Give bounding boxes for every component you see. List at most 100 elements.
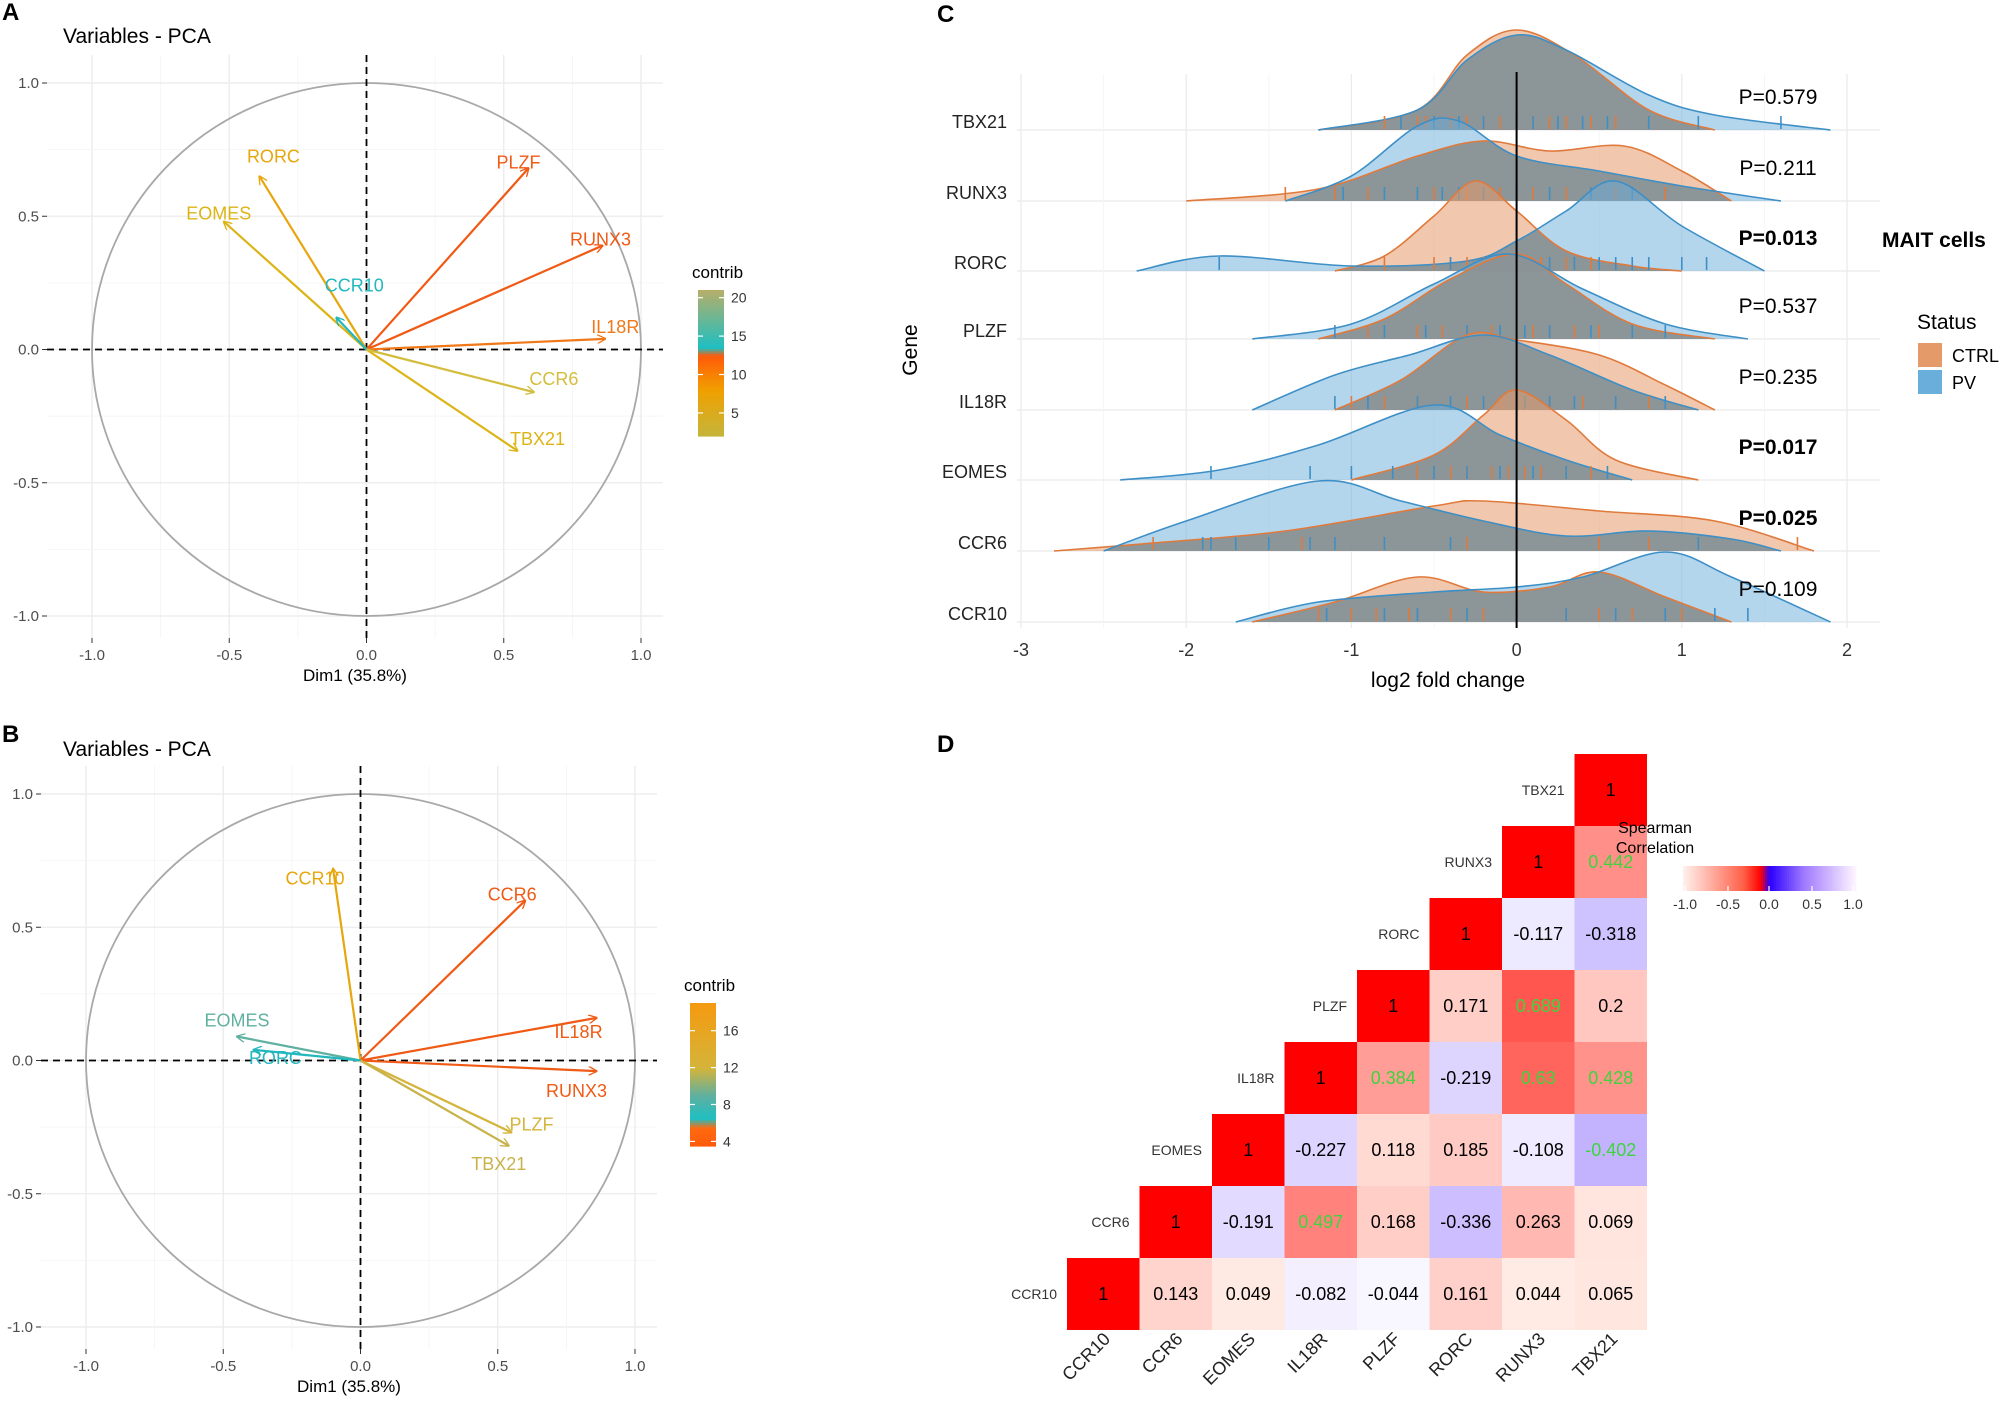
colorbar-tick-label: 20 bbox=[731, 290, 747, 306]
heatmap-col-label-il18r: IL18R bbox=[1283, 1329, 1331, 1377]
gene-label-ccr6: CCR6 bbox=[958, 533, 1007, 553]
colorbar-segment bbox=[1769, 866, 1773, 891]
colorbar-segment bbox=[698, 345, 724, 349]
heatmap-cell bbox=[1574, 754, 1647, 826]
loading-label-plzf: PLZF bbox=[509, 1114, 553, 1134]
gene-label-plzf: PLZF bbox=[963, 321, 1007, 341]
colorbar-segment bbox=[690, 1095, 716, 1099]
colorbar-segment bbox=[698, 365, 724, 369]
colorbar-segment bbox=[690, 1126, 716, 1130]
loading-label-eomes: EOMES bbox=[186, 204, 251, 224]
colorbar-segment bbox=[698, 401, 724, 405]
heatmap-cell-label: 0.689 bbox=[1516, 996, 1561, 1016]
heatmap-cell bbox=[1429, 970, 1502, 1042]
colorbar-segment bbox=[1782, 866, 1786, 891]
colorbar-segment bbox=[1693, 866, 1697, 891]
colorbar-segment bbox=[1724, 866, 1727, 891]
gene-label-rorc: RORC bbox=[954, 253, 1007, 273]
loading-label-eomes: EOMES bbox=[204, 1011, 269, 1031]
colorbar-segment bbox=[698, 302, 724, 306]
heatmap-row-label-eomes: EOMES bbox=[1151, 1142, 1202, 1158]
colorbar-tick-label: 10 bbox=[731, 367, 747, 383]
colorbar-segment bbox=[698, 421, 724, 425]
heatmap-cell bbox=[1574, 826, 1647, 898]
colorbar-segment bbox=[1823, 866, 1827, 891]
gene-label-eomes: EOMES bbox=[942, 462, 1007, 482]
x-tick-label: 1 bbox=[1677, 640, 1687, 660]
colorbar-segment bbox=[1763, 866, 1766, 891]
heatmap-cell bbox=[1067, 1258, 1140, 1330]
colorbar-segment bbox=[690, 1024, 716, 1028]
colorbar-segment bbox=[1758, 866, 1762, 891]
heatmap-cell-label: 0.2 bbox=[1598, 996, 1623, 1016]
heatmap-cell-label: -0.402 bbox=[1585, 1140, 1636, 1160]
colorbar-segment bbox=[690, 1117, 716, 1121]
heatmap-row-label-ccr6: CCR6 bbox=[1091, 1214, 1129, 1230]
colorbar-tick-label: -0.5 bbox=[1716, 896, 1740, 912]
panel-letter-d: D bbox=[937, 731, 954, 758]
colorbar-segment bbox=[690, 1069, 716, 1073]
p-value-il18r: P=0.235 bbox=[1739, 366, 1818, 389]
colorbar-segment bbox=[698, 414, 724, 418]
colorbar-segment bbox=[698, 316, 724, 320]
colorbar-segment bbox=[690, 1029, 716, 1033]
colorbar-segment bbox=[690, 1093, 716, 1097]
colorbar-segment bbox=[1838, 866, 1842, 891]
colorbar-segment bbox=[698, 411, 724, 415]
colorbar-tick-label: -1.0 bbox=[1673, 896, 1697, 912]
heatmap-row-label-ccr10: CCR10 bbox=[1011, 1286, 1057, 1302]
heatmap-cell-label: -0.191 bbox=[1223, 1212, 1274, 1232]
colorbar-segment bbox=[698, 311, 724, 315]
loading-arrow-ccr6 bbox=[359, 901, 526, 1062]
colorbar-segment bbox=[1685, 866, 1688, 891]
colorbar-segment bbox=[690, 1045, 716, 1049]
colorbar-segment bbox=[1801, 866, 1805, 891]
heatmap-cell bbox=[1284, 1258, 1357, 1330]
colorbar-segment bbox=[690, 1112, 716, 1116]
gene-label-tbx21: TBX21 bbox=[952, 112, 1007, 132]
colorbar-segment bbox=[1788, 866, 1792, 891]
colorbar-segment bbox=[690, 1079, 716, 1083]
y-tick-label: 1.0 bbox=[18, 75, 39, 92]
p-value-plzf: P=0.537 bbox=[1739, 295, 1818, 318]
heatmap-cell bbox=[1502, 898, 1575, 970]
colorbar-segment bbox=[1825, 866, 1829, 891]
heatmap-cell bbox=[1212, 1186, 1285, 1258]
colorbar-segment bbox=[698, 433, 724, 437]
colorbar-segment bbox=[1773, 866, 1777, 891]
heatmap-cell bbox=[1284, 1114, 1357, 1186]
colorbar-segment bbox=[698, 309, 724, 313]
colorbar-segment bbox=[1799, 866, 1803, 891]
colorbar-segment bbox=[698, 372, 724, 376]
density-ctrl-rorc bbox=[1334, 180, 1682, 271]
colorbar-segment bbox=[1734, 866, 1738, 891]
heatmap-cell bbox=[1139, 1258, 1212, 1330]
density-line-ctrl-runx3 bbox=[1186, 140, 1732, 202]
colorbar-segment bbox=[1726, 866, 1730, 891]
density-overlap-tbx21 bbox=[1318, 34, 1715, 130]
loading-arrow-runx3 bbox=[360, 1059, 597, 1072]
loading-arrow-tbx21 bbox=[365, 348, 518, 451]
heatmap-cell bbox=[1284, 1042, 1357, 1114]
colorbar-segment bbox=[1737, 866, 1740, 891]
colorbar-segment bbox=[1756, 866, 1760, 891]
colorbar-segment bbox=[1695, 866, 1699, 891]
loading-arrow-eomes bbox=[237, 1037, 361, 1062]
heatmap-cell-label: 0.118 bbox=[1371, 1140, 1415, 1160]
colorbar-segment bbox=[1702, 866, 1706, 891]
colorbar-segment bbox=[1743, 866, 1747, 891]
colorbar-segment bbox=[1786, 866, 1790, 891]
colorbar-segment bbox=[698, 319, 724, 323]
heatmap-cell bbox=[1357, 1258, 1430, 1330]
heatmap-col-label-rorc: RORC bbox=[1425, 1329, 1477, 1381]
colorbar-segment bbox=[1804, 866, 1807, 891]
colorbar-segment bbox=[1711, 866, 1714, 891]
heatmap-cell bbox=[1574, 1186, 1647, 1258]
loading-label-plzf: PLZF bbox=[496, 152, 540, 172]
colorbar-segment bbox=[690, 1064, 716, 1068]
colorbar-segment bbox=[690, 1129, 716, 1133]
colorbar-tick-label: 1.0 bbox=[1843, 896, 1863, 912]
heatmap-cell-label: 0.065 bbox=[1588, 1284, 1633, 1304]
loading-label-il18r: IL18R bbox=[555, 1022, 603, 1042]
x-tick-label: 2 bbox=[1842, 640, 1852, 660]
